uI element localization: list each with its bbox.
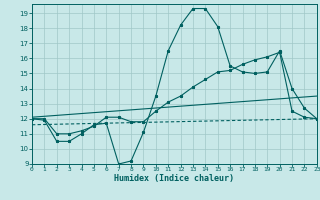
X-axis label: Humidex (Indice chaleur): Humidex (Indice chaleur) [115,174,234,183]
